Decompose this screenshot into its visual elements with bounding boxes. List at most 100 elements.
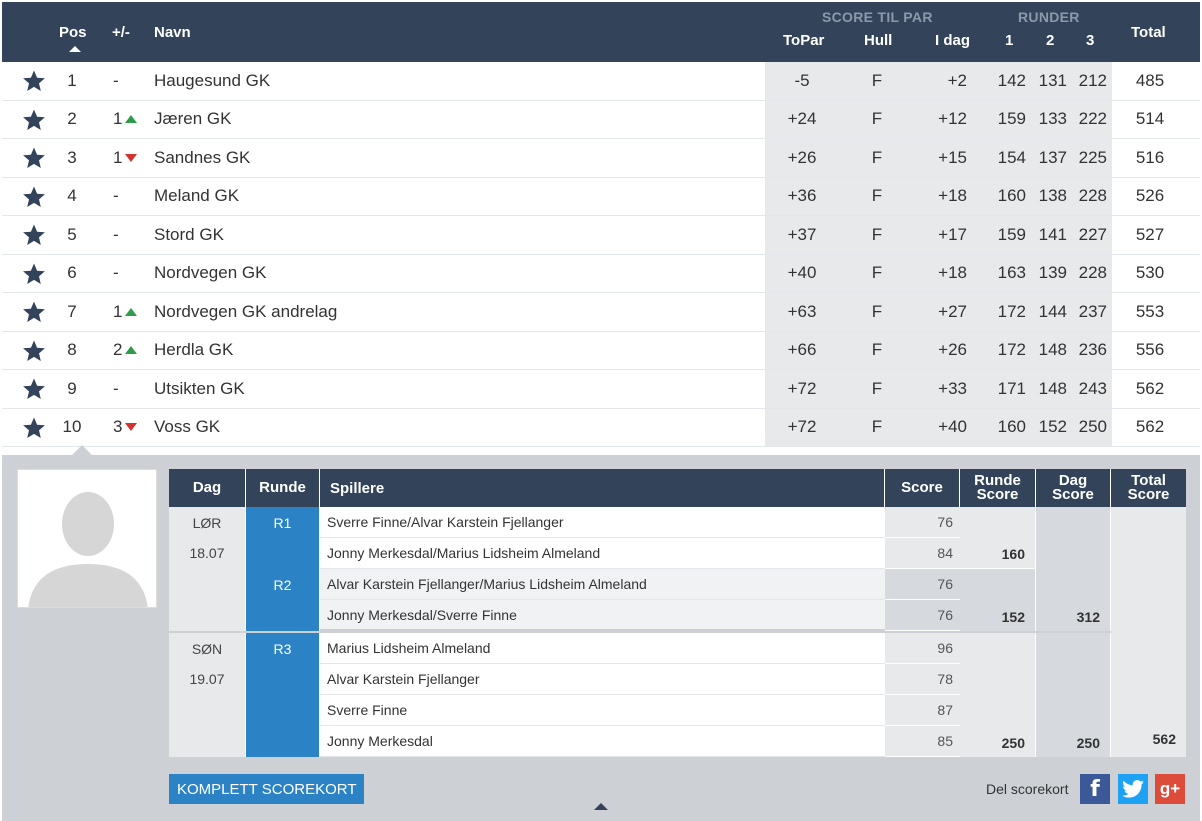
player-row: Sverre Finne/Alvar Karstein Fjellanger: [320, 507, 885, 538]
row-hull: F: [871, 417, 883, 437]
player-row: Marius Lidsheim Almeland: [320, 633, 885, 664]
favorite-star-icon[interactable]: [22, 262, 46, 286]
favorite-star-icon[interactable]: [22, 146, 46, 170]
googleplus-share-button[interactable]: g+: [1155, 774, 1185, 804]
favorite-star-icon[interactable]: [22, 416, 46, 440]
row-team-name[interactable]: Utsikten GK: [154, 378, 245, 398]
row-change: -: [113, 263, 119, 283]
leaderboard-row[interactable]: 7 1 Nordvegen GK andrelag +63 F +27 172 144 237 5…: [2, 293, 1200, 332]
row-team-name[interactable]: Meland GK: [154, 186, 240, 206]
row-change: -: [113, 224, 119, 244]
col-round-3[interactable]: 3: [1086, 32, 1095, 49]
full-scorecard-button[interactable]: KOMPLETT SCOREKORT: [169, 774, 365, 804]
row-total: 514: [1135, 109, 1165, 129]
player-score: 76: [885, 600, 960, 631]
leaderboard-row[interactable]: 5 - Stord GK +37 F +17 159 141 227 527: [2, 216, 1200, 255]
row-round-2: 148: [1038, 378, 1067, 398]
row-round-3: 228: [1078, 186, 1107, 206]
col-change[interactable]: +/-: [112, 24, 130, 41]
favorite-star-icon[interactable]: [22, 108, 46, 132]
collapse-arrow-icon[interactable]: [594, 803, 608, 810]
facebook-share-button[interactable]: f: [1080, 774, 1110, 804]
row-team-name[interactable]: Haugesund GK: [154, 70, 271, 90]
col-hull[interactable]: Hull: [864, 32, 893, 49]
row-hull: F: [871, 70, 883, 90]
favorite-star-icon[interactable]: [22, 377, 46, 401]
sc-col-dag: Dag: [169, 469, 246, 507]
sc-col-spillere: Spillere: [320, 469, 885, 507]
row-pos: 8: [67, 340, 77, 360]
twitter-icon: [1122, 780, 1144, 798]
row-total: 562: [1135, 378, 1165, 398]
row-hull: F: [871, 186, 883, 206]
sort-asc-icon[interactable]: [69, 46, 81, 52]
leaderboard-row[interactable]: 4 - Meland GK +36 F +18 160 138 228 526: [2, 177, 1200, 216]
row-team-name[interactable]: Nordvegen GK: [154, 263, 267, 283]
row-total: 530: [1135, 263, 1165, 283]
row-pos: 4: [67, 186, 77, 206]
col-topar[interactable]: ToPar: [783, 32, 825, 49]
row-hull: F: [871, 263, 883, 283]
sc-col-runde-score: Runde Score: [960, 469, 1036, 507]
twitter-share-button[interactable]: [1118, 774, 1148, 804]
row-round-3: 212: [1078, 70, 1107, 90]
row-team-name[interactable]: Nordvegen GK andrelag: [154, 301, 338, 321]
col-idag[interactable]: I dag: [935, 32, 971, 49]
score-bg: [765, 408, 1112, 446]
row-round-1: 159: [997, 224, 1026, 244]
leaderboard-row[interactable]: 2 1 Jæren GK +24 F +12 159 133 222 514: [2, 100, 1200, 139]
score-bg: [765, 331, 1112, 369]
col-total[interactable]: Total: [1131, 24, 1166, 41]
row-team-name[interactable]: Jæren GK: [154, 109, 232, 129]
favorite-star-icon[interactable]: [22, 339, 46, 363]
row-round-2: 152: [1038, 417, 1067, 437]
player-score: 87: [885, 695, 960, 726]
row-pos: 7: [67, 301, 77, 321]
leaderboard-row[interactable]: 8 2 Herdla GK +66 F +26 172 148 236 556: [2, 331, 1200, 370]
col-round-2[interactable]: 2: [1046, 32, 1055, 49]
row-topar: +66: [787, 340, 817, 360]
row-team-name[interactable]: Herdla GK: [154, 340, 234, 360]
col-name[interactable]: Navn: [154, 24, 191, 41]
row-round-2: 148: [1038, 340, 1067, 360]
sc-col-total-score: Total Score: [1127, 472, 1170, 503]
leaderboard-row[interactable]: 9 - Utsikten GK +72 F +33 171 148 243 562: [2, 370, 1200, 409]
leaderboard-row[interactable]: 1 - Haugesund GK -5 F +2 142 131 212 485: [2, 62, 1200, 101]
expanded-row-pointer: [72, 445, 92, 455]
day-name: SØN: [191, 641, 223, 657]
favorite-star-icon[interactable]: [22, 300, 46, 324]
scorecard-header: Dag Runde Spillere Score Runde Score Dag…: [169, 469, 1186, 507]
player-score: 76: [885, 507, 960, 538]
row-round-3: 250: [1078, 417, 1107, 437]
row-round-1: 163: [997, 263, 1026, 283]
col-pos[interactable]: Pos: [59, 24, 87, 41]
row-hull: F: [871, 340, 883, 360]
favorite-star-icon[interactable]: [22, 69, 46, 93]
score-bg: [765, 216, 1112, 254]
up-arrow-icon: [125, 346, 138, 355]
score-bg: [765, 370, 1112, 408]
row-team-name[interactable]: Sandnes GK: [154, 147, 251, 167]
row-total: 553: [1135, 301, 1165, 321]
leaderboard-row[interactable]: 6 - Nordvegen GK +40 F +18 163 139 228 530: [2, 254, 1200, 293]
favorite-star-icon[interactable]: [22, 185, 46, 209]
col-round-1[interactable]: 1: [1005, 32, 1014, 49]
row-hull: F: [871, 109, 883, 129]
day-date: 19.07: [189, 671, 225, 687]
row-topar: +26: [787, 147, 817, 167]
row-idag: +2: [947, 70, 967, 90]
row-pos: 5: [67, 224, 77, 244]
row-round-2: 141: [1038, 224, 1067, 244]
row-team-name[interactable]: Stord GK: [154, 224, 224, 244]
row-change: 1: [113, 139, 138, 177]
row-idag: +15: [938, 147, 967, 167]
row-change: 1: [113, 293, 138, 331]
leaderboard-row[interactable]: 3 1 Sandnes GK +26 F +15 154 137 225 516: [2, 139, 1200, 178]
player-row: Jonny Merkesdal/Sverre Finne: [320, 600, 885, 631]
row-team-name[interactable]: Voss GK: [154, 417, 221, 437]
sc-col-score: Score: [885, 469, 960, 507]
leaderboard-row[interactable]: 10 3 Voss GK +72 F +40 160 152 250 562: [2, 408, 1200, 447]
row-topar: +72: [787, 378, 817, 398]
row-hull: F: [871, 147, 883, 167]
favorite-star-icon[interactable]: [22, 223, 46, 247]
